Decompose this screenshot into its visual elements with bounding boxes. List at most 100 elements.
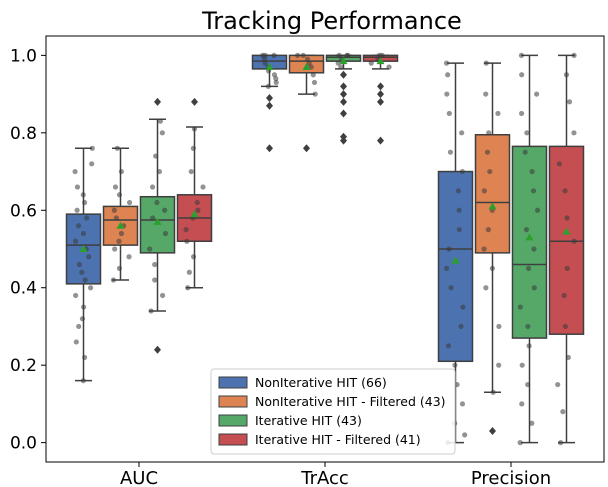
- data-point: [525, 381, 531, 388]
- data-point: [458, 323, 464, 330]
- box-2-3: [548, 52, 585, 446]
- data-point: [444, 91, 450, 97]
- data-point: [80, 192, 86, 198]
- outlier-marker: [266, 144, 273, 153]
- box-0-1: [102, 145, 139, 283]
- data-point: [561, 292, 567, 299]
- data-point: [80, 378, 86, 384]
- data-point: [82, 354, 88, 361]
- data-point: [295, 52, 301, 58]
- y-tick-label: 0.4: [10, 279, 37, 299]
- data-point: [188, 168, 194, 175]
- data-point: [376, 52, 382, 58]
- data-point: [525, 265, 532, 271]
- outlier-marker: [266, 101, 273, 110]
- data-point: [531, 285, 537, 291]
- data-point: [74, 207, 80, 213]
- data-point: [154, 199, 160, 206]
- data-point: [483, 91, 489, 97]
- data-point: [489, 265, 495, 271]
- data-point: [335, 60, 341, 66]
- data-point: [190, 254, 197, 260]
- outlier-marker: [340, 70, 347, 79]
- data-point: [72, 238, 79, 244]
- data-point: [481, 246, 487, 252]
- data-point: [157, 118, 163, 124]
- data-point: [566, 99, 573, 105]
- box-0-2: [139, 97, 176, 354]
- box-1-3: [362, 52, 399, 145]
- mean-marker: [190, 210, 199, 218]
- data-point: [304, 56, 311, 62]
- y-tick-label: 0.2: [10, 356, 37, 376]
- data-point: [76, 261, 83, 268]
- data-point: [273, 79, 279, 86]
- data-point: [87, 285, 94, 291]
- data-point: [262, 60, 268, 66]
- box-2-1: [474, 60, 511, 436]
- legend-swatch: [218, 414, 248, 427]
- y-tick-label: 0.8: [10, 124, 37, 144]
- data-point: [486, 130, 492, 136]
- data-point: [200, 184, 206, 190]
- data-point: [81, 304, 87, 310]
- data-point: [113, 215, 120, 221]
- data-point: [194, 199, 200, 206]
- data-point: [185, 285, 191, 291]
- outlier-marker: [340, 132, 347, 141]
- mean-marker: [451, 256, 460, 264]
- data-point: [265, 83, 271, 89]
- data-point: [345, 52, 351, 58]
- outlier-marker: [154, 345, 161, 354]
- data-point: [484, 149, 491, 155]
- mean-marker: [302, 62, 311, 70]
- data-point: [456, 207, 462, 213]
- data-point: [452, 362, 458, 368]
- data-point: [459, 168, 466, 175]
- legend-label: NonIterative HIT (66): [255, 375, 387, 390]
- box-1-1: [288, 52, 325, 153]
- data-point: [564, 265, 570, 271]
- data-point: [483, 60, 489, 66]
- box-iqr: [511, 145, 548, 339]
- data-point: [519, 72, 525, 78]
- data-point: [558, 440, 564, 446]
- data-point: [517, 440, 523, 446]
- data-point: [118, 168, 124, 175]
- outlier-marker: [266, 93, 273, 102]
- outlier-marker: [340, 109, 347, 118]
- data-point: [564, 215, 570, 221]
- data-point: [519, 362, 525, 368]
- data-point: [162, 230, 169, 237]
- plot-area: [45, 35, 605, 463]
- data-point: [73, 292, 79, 299]
- data-point: [160, 292, 166, 299]
- data-point: [534, 91, 540, 97]
- data-point: [148, 308, 154, 314]
- mean-marker: [488, 202, 497, 210]
- data-point: [184, 238, 190, 244]
- data-point: [571, 130, 577, 136]
- box-0-0: [65, 145, 102, 384]
- outlier-marker: [377, 82, 384, 91]
- outlier-marker: [340, 82, 347, 91]
- data-point: [149, 184, 156, 190]
- data-point: [261, 56, 268, 62]
- data-point: [445, 343, 452, 349]
- data-point: [368, 60, 374, 66]
- legend-label: NonIterative HIT - Filtered (43): [255, 394, 446, 409]
- outlier-marker: [154, 97, 161, 106]
- mean-marker: [376, 57, 385, 65]
- data-point: [110, 277, 117, 283]
- data-point: [153, 153, 159, 159]
- data-point: [517, 304, 523, 310]
- x-tick-label: Precision: [471, 468, 551, 487]
- mean-marker: [265, 62, 274, 70]
- data-point: [126, 254, 132, 260]
- data-point: [571, 52, 577, 58]
- y-tick-label: 1.0: [10, 46, 37, 66]
- data-point: [195, 207, 201, 213]
- mean-marker: [339, 57, 348, 65]
- legend: NonIterative HIT (66) NonIterative HIT - …: [210, 368, 456, 455]
